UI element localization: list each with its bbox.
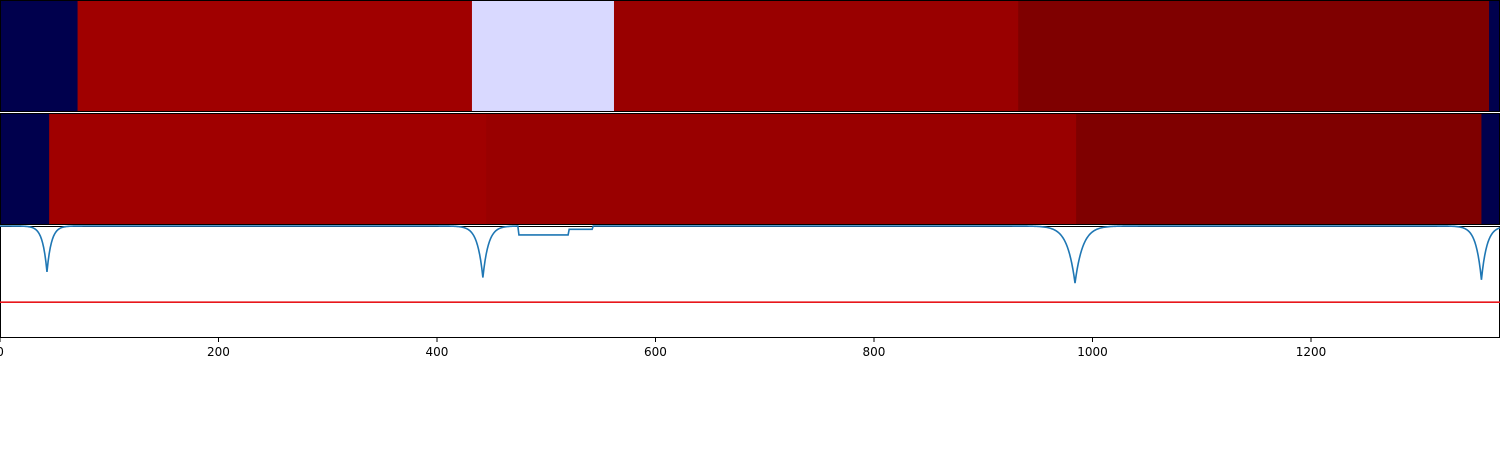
panel-frame [0, 226, 1500, 338]
signal-line [0, 225, 1500, 284]
x-tick-label: 200 [207, 345, 230, 359]
x-tick-label: 0 [0, 345, 4, 359]
line-plot-panel [0, 225, 1500, 338]
heatmap-cell [1018, 0, 1490, 112]
x-tick-label: 1000 [1077, 345, 1108, 359]
heatmap-cell [471, 0, 615, 112]
heatmap-cell [77, 0, 473, 112]
heatmap-track-top [0, 0, 1500, 112]
heatmap-cell [49, 113, 487, 225]
x-tick-label: 600 [644, 345, 667, 359]
x-tick-label: 1200 [1296, 345, 1327, 359]
heatmap-cell [0, 113, 50, 225]
x-axis: 0 200 400 600 800 1000 1200 [0, 338, 1326, 359]
heatmap-cell [486, 113, 1077, 225]
heatmap-track-bottom [0, 113, 1500, 225]
heatmap-cell [613, 0, 1019, 112]
heatmap-cell [0, 0, 79, 112]
heatmap-cell [1076, 113, 1482, 225]
x-tick-label: 800 [863, 345, 886, 359]
heatmap-cell [1481, 113, 1500, 225]
x-tick-label: 400 [426, 345, 449, 359]
heatmap-cell [1489, 0, 1500, 112]
